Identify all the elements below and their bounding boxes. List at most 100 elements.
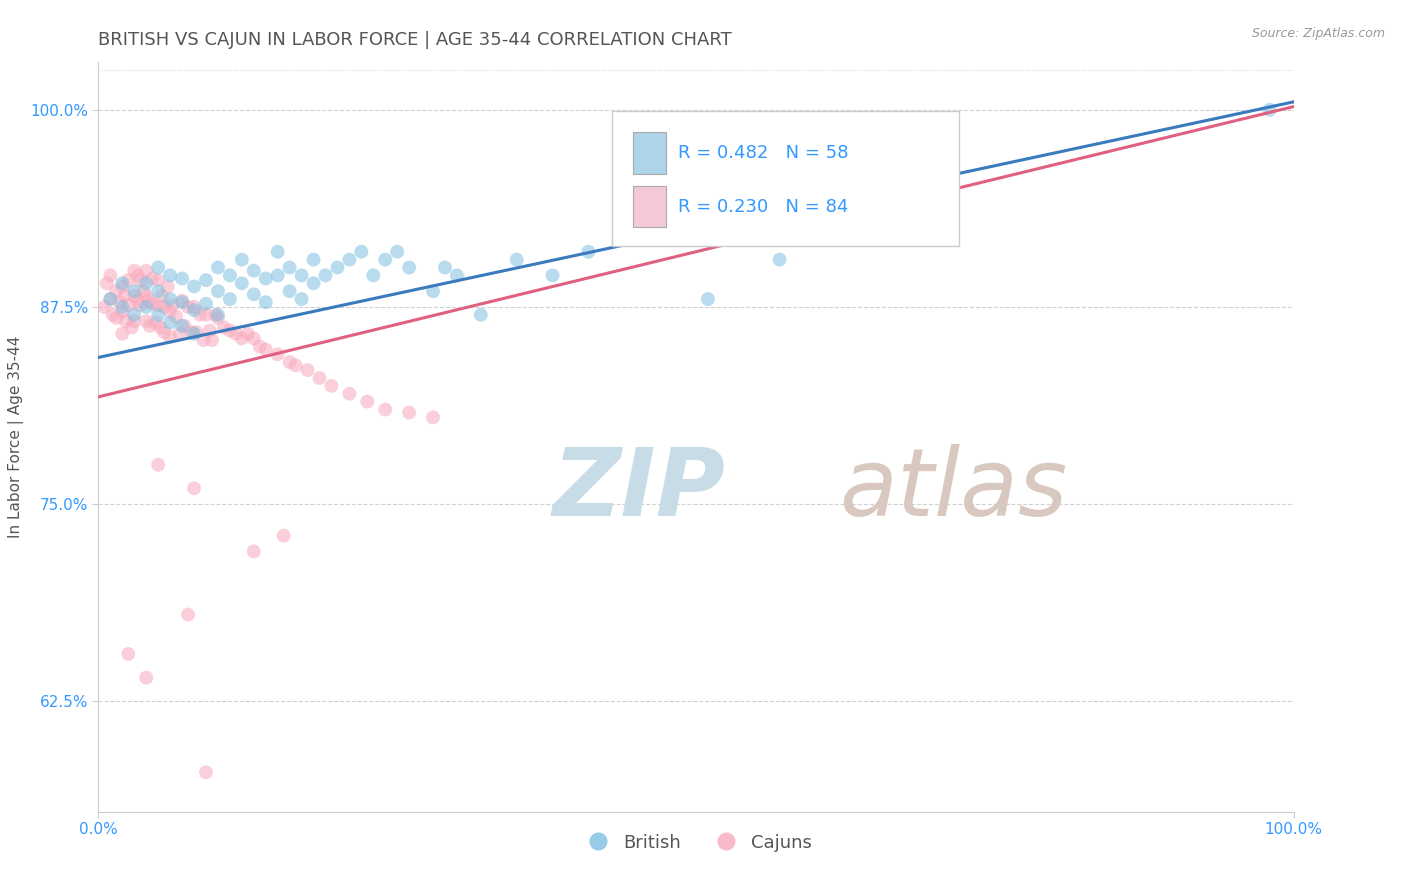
- Point: [148, 298, 170, 312]
- Point: [578, 244, 600, 259]
- Point: [219, 268, 242, 283]
- Point: [135, 263, 157, 277]
- Point: [356, 394, 378, 409]
- Point: [159, 316, 181, 330]
- Point: [173, 318, 195, 333]
- Point: [183, 300, 205, 314]
- Point: [141, 271, 163, 285]
- Point: [117, 647, 139, 661]
- Point: [156, 279, 179, 293]
- Point: [254, 295, 277, 310]
- Point: [195, 273, 218, 287]
- Point: [195, 765, 218, 780]
- Point: [172, 293, 194, 308]
- Point: [302, 252, 325, 267]
- Point: [159, 292, 181, 306]
- Point: [114, 289, 136, 303]
- Point: [117, 273, 139, 287]
- Point: [315, 268, 337, 283]
- Point: [165, 310, 187, 324]
- Point: [541, 268, 564, 283]
- Point: [434, 260, 457, 275]
- Point: [350, 244, 373, 259]
- Point: [148, 260, 170, 275]
- Point: [697, 292, 720, 306]
- FancyBboxPatch shape: [613, 112, 959, 246]
- Point: [363, 268, 385, 283]
- Point: [124, 284, 146, 298]
- Point: [1258, 103, 1281, 117]
- Point: [291, 268, 314, 283]
- Point: [183, 279, 205, 293]
- Point: [249, 339, 271, 353]
- Point: [108, 295, 131, 310]
- Point: [132, 284, 155, 298]
- Point: [207, 284, 229, 298]
- Point: [207, 260, 229, 275]
- Point: [93, 300, 115, 314]
- Point: [172, 318, 194, 333]
- Point: [278, 260, 301, 275]
- Point: [105, 284, 128, 298]
- Point: [212, 320, 235, 334]
- Text: Source: ZipAtlas.com: Source: ZipAtlas.com: [1251, 27, 1385, 40]
- Point: [231, 277, 253, 291]
- Point: [398, 260, 420, 275]
- Point: [129, 298, 152, 312]
- Point: [124, 314, 146, 328]
- Point: [148, 458, 170, 472]
- Point: [135, 289, 157, 303]
- Point: [446, 268, 468, 283]
- Text: R = 0.230   N = 84: R = 0.230 N = 84: [678, 198, 848, 216]
- Point: [768, 252, 790, 267]
- Point: [339, 386, 361, 401]
- Point: [207, 310, 229, 325]
- Point: [204, 308, 226, 322]
- Text: atlas: atlas: [839, 444, 1067, 535]
- Point: [470, 308, 492, 322]
- Point: [267, 268, 290, 283]
- Point: [135, 300, 157, 314]
- Point: [129, 273, 152, 287]
- Point: [139, 318, 162, 333]
- Point: [278, 284, 301, 298]
- Point: [219, 292, 242, 306]
- Point: [284, 359, 307, 373]
- Point: [236, 326, 259, 341]
- Point: [326, 260, 349, 275]
- Point: [243, 544, 266, 558]
- Point: [183, 326, 205, 341]
- Point: [124, 263, 146, 277]
- Point: [111, 326, 134, 341]
- Point: [145, 316, 167, 330]
- Point: [422, 284, 444, 298]
- Point: [201, 333, 224, 347]
- Point: [105, 310, 128, 325]
- Point: [141, 297, 163, 311]
- Point: [195, 297, 218, 311]
- Point: [98, 292, 122, 306]
- Point: [111, 300, 134, 314]
- Point: [148, 273, 170, 287]
- Point: [115, 314, 138, 328]
- Point: [243, 331, 266, 345]
- Point: [297, 363, 319, 377]
- Point: [111, 304, 134, 318]
- Point: [231, 331, 253, 345]
- Point: [177, 607, 200, 622]
- Point: [183, 303, 205, 318]
- Point: [302, 277, 325, 291]
- Point: [193, 333, 215, 347]
- Point: [159, 304, 181, 318]
- Point: [169, 326, 191, 341]
- Point: [177, 300, 200, 314]
- Point: [153, 300, 176, 314]
- Point: [135, 314, 157, 328]
- Point: [278, 355, 301, 369]
- Point: [138, 293, 160, 308]
- Point: [96, 277, 118, 291]
- Y-axis label: In Labor Force | Age 35-44: In Labor Force | Age 35-44: [8, 336, 24, 538]
- Point: [148, 284, 170, 298]
- Point: [385, 244, 409, 259]
- Point: [308, 371, 330, 385]
